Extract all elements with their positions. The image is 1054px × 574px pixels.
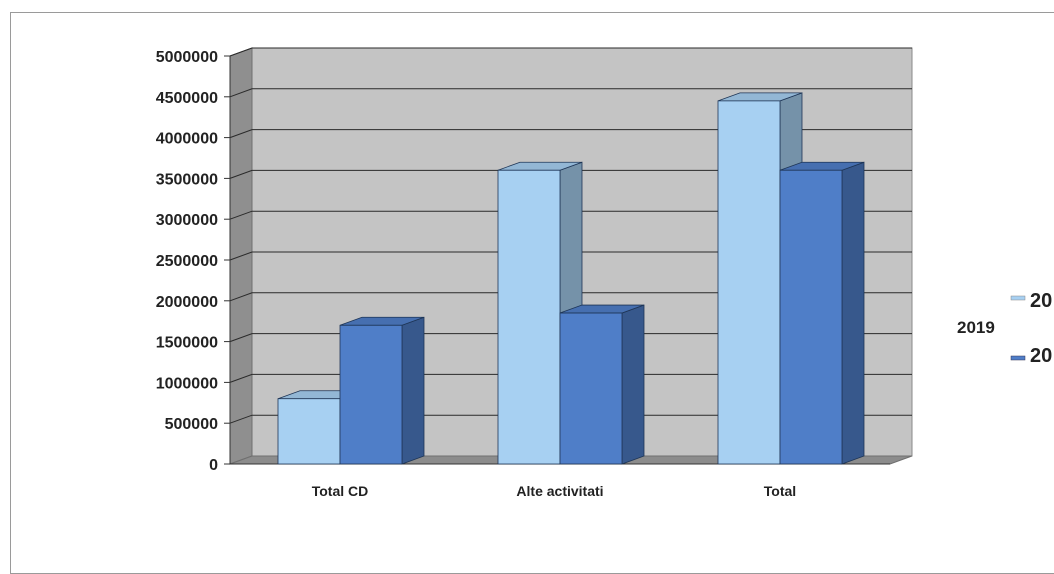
y-tick-label: 2500000 — [156, 253, 218, 270]
gridline — [229, 129, 912, 139]
y-tick-label: 1500000 — [156, 335, 218, 352]
gridline — [229, 88, 912, 98]
bar — [779, 161, 865, 465]
bar-front — [277, 398, 341, 465]
y-tick-label: 3000000 — [156, 212, 218, 229]
gridline — [229, 47, 912, 57]
gridline — [229, 169, 912, 179]
gridline — [229, 210, 912, 220]
x-tick-label: Alte activitati — [516, 483, 603, 499]
gridline — [229, 373, 912, 383]
y-axis: 0 500000 1000000 1500000 2000000 2500000 30000… — [156, 49, 890, 474]
bar-front — [559, 312, 623, 465]
legend-title: 2019 — [957, 318, 995, 337]
legend-swatch-1 — [1010, 295, 1026, 301]
legend-swatch-2 — [1010, 355, 1026, 361]
bars — [277, 92, 865, 465]
gridline — [229, 414, 912, 424]
bar-front — [339, 324, 403, 465]
legend-entry-2: 20 — [1030, 345, 1052, 367]
gridline — [229, 292, 912, 302]
gridline — [229, 251, 912, 261]
bar-front — [779, 169, 843, 465]
y-tick-label: 2000000 — [156, 294, 218, 311]
bar-side — [401, 316, 425, 465]
gridline — [229, 333, 912, 343]
legend-entry-1: 20 — [1030, 290, 1052, 312]
bar-front — [497, 169, 561, 465]
bar-side — [621, 304, 645, 465]
bar — [339, 316, 425, 465]
y-tick-label: 0 — [209, 457, 218, 474]
x-axis: Total CD Alte activitati Total — [312, 483, 796, 499]
bar-front — [717, 100, 781, 465]
bar-side — [841, 161, 865, 465]
y-tick-label: 4000000 — [156, 131, 218, 148]
y-tick-label: 5000000 — [156, 49, 218, 66]
y-tick-label: 1000000 — [156, 375, 218, 392]
x-tick-label: Total — [764, 483, 796, 499]
legend: 2019 20 20 — [957, 290, 1052, 367]
bar — [559, 304, 645, 465]
y-tick-label: 500000 — [165, 416, 218, 433]
y-tick-label: 3500000 — [156, 171, 218, 188]
x-tick-label: Total CD — [312, 483, 369, 499]
y-tick-label: 4500000 — [156, 90, 218, 107]
